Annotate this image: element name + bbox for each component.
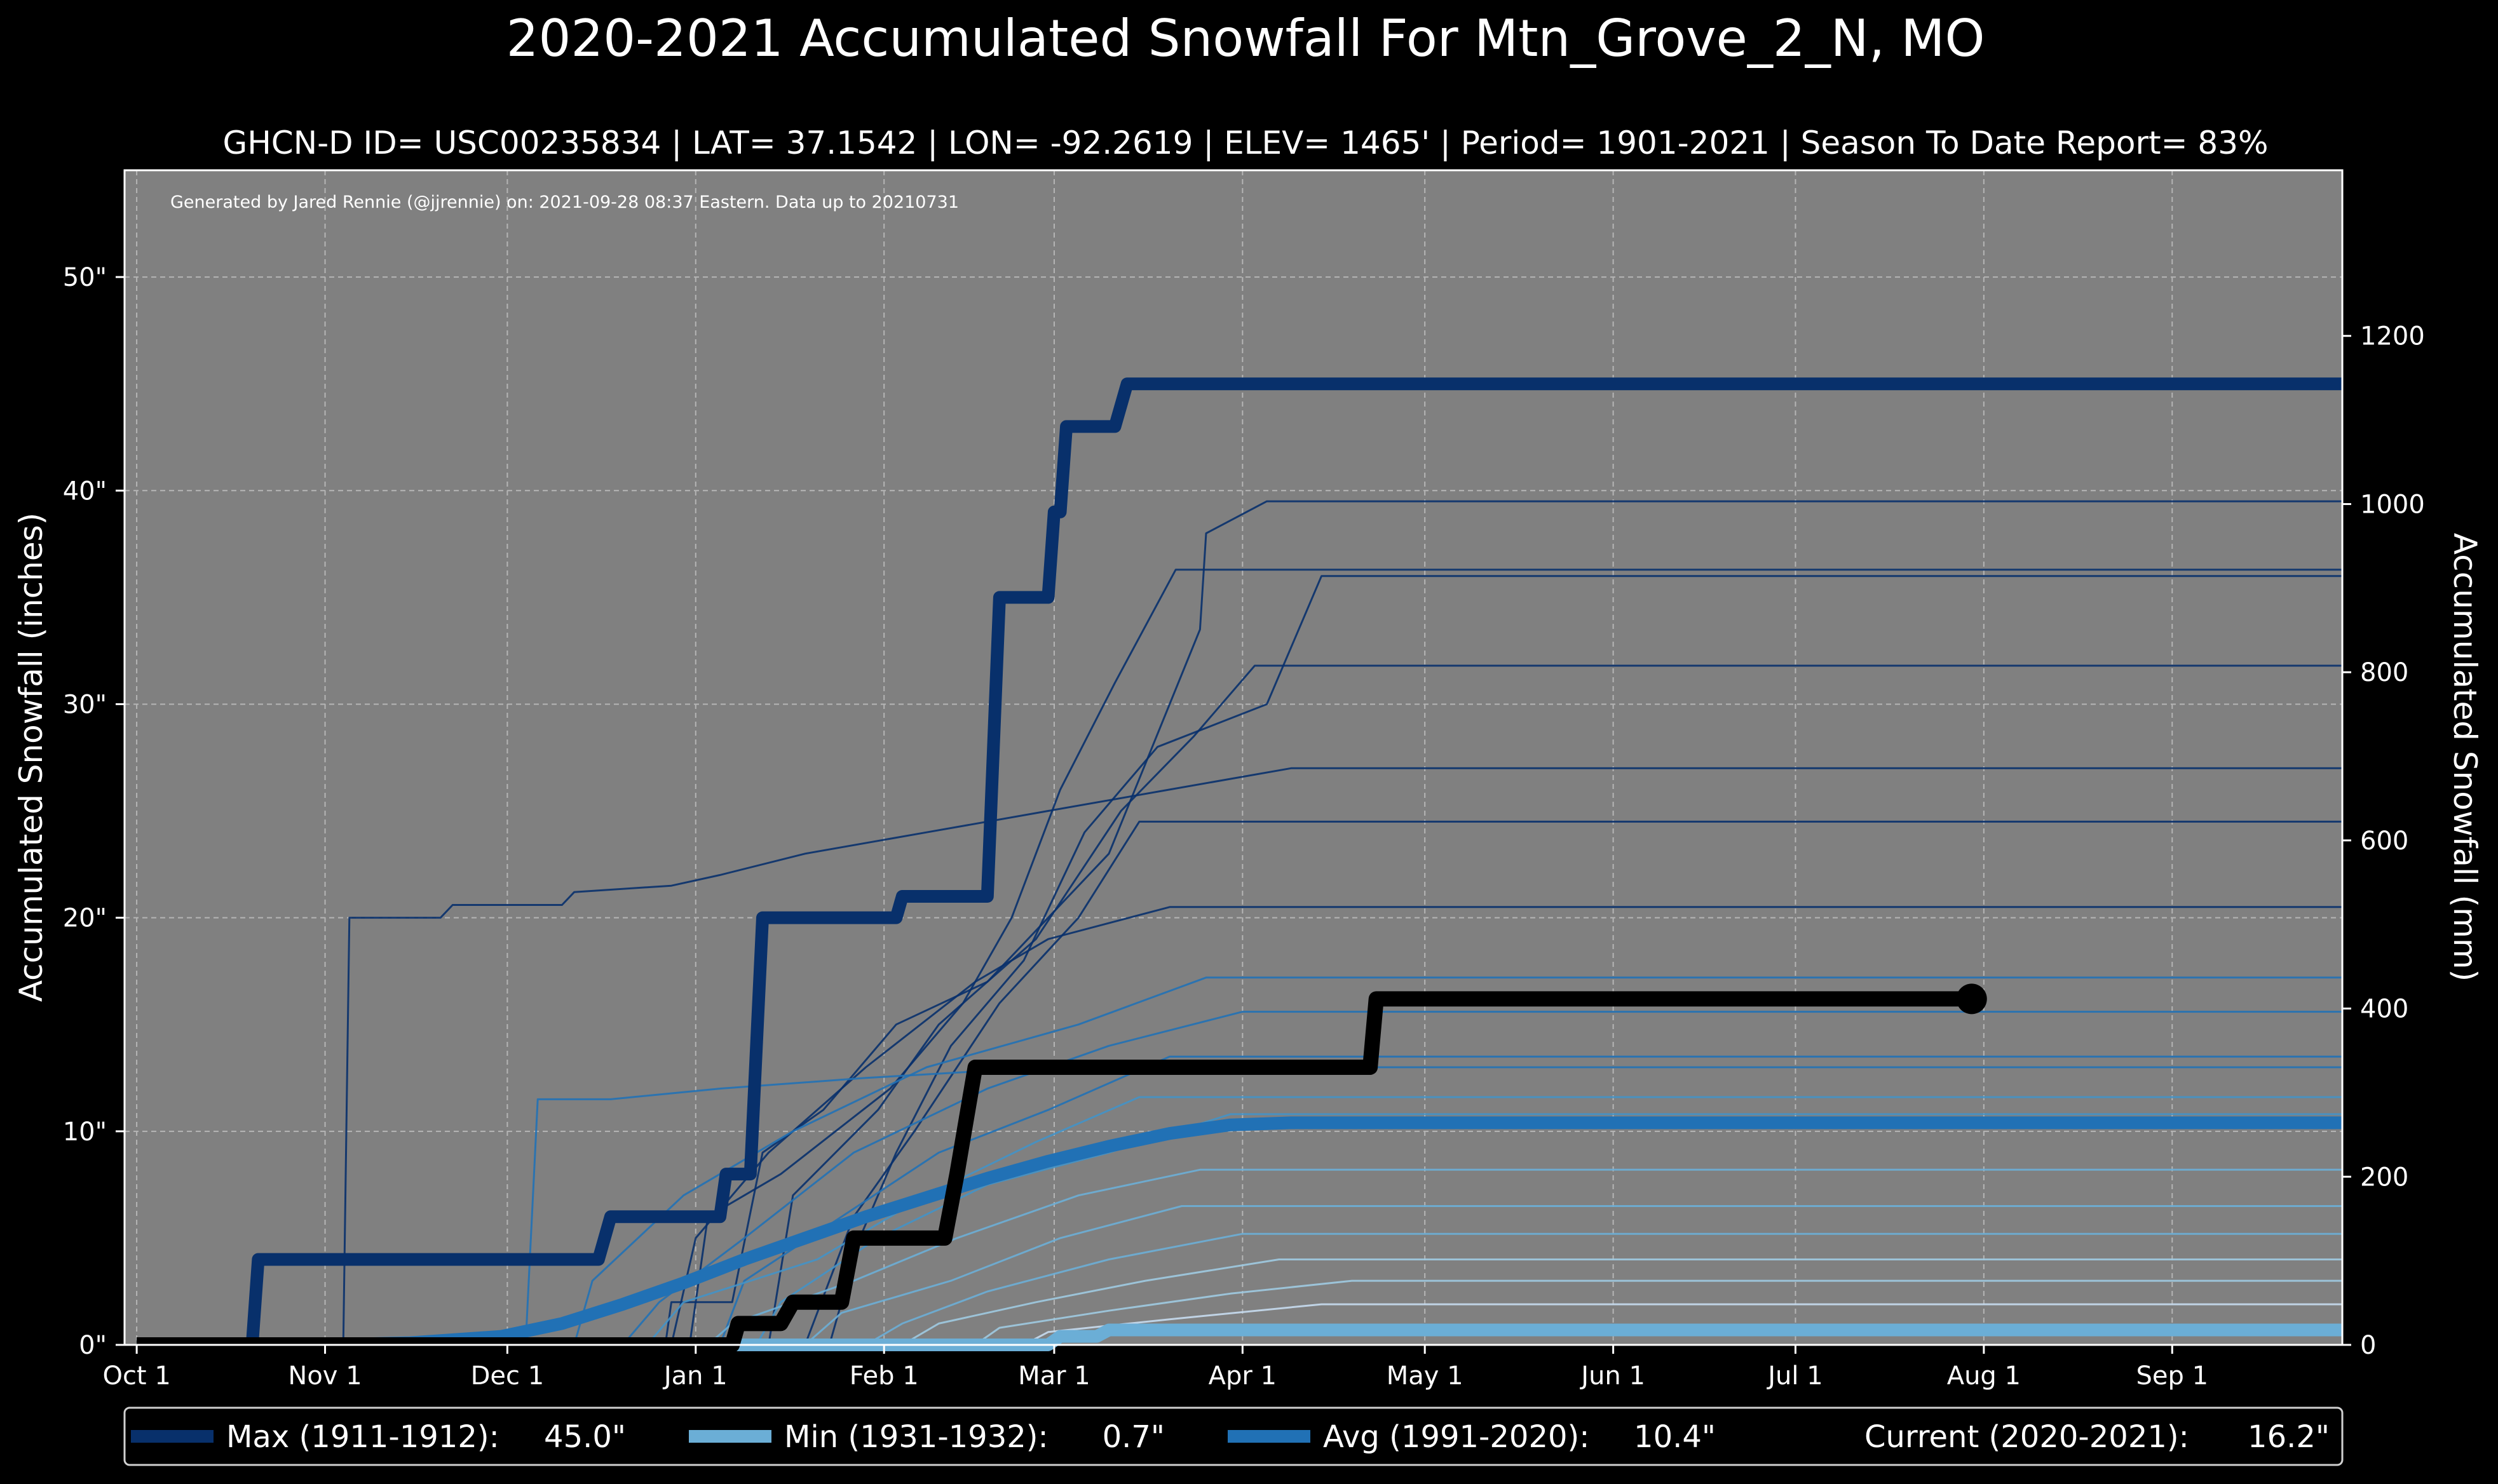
legend-value: 45.0": [544, 1419, 626, 1455]
y-tick-label: 20": [63, 904, 107, 933]
legend-value: 16.2": [2248, 1419, 2330, 1455]
legend: Max (1911-1912): 45.0" Min (1931-1932): 0.7…: [123, 1406, 2344, 1466]
plot-frame: [123, 169, 2344, 1346]
grid-lines: [125, 170, 2342, 1346]
x-tick-label: May 1: [1387, 1361, 1463, 1391]
y-axis-label: Accumulated Snowfall (inches): [13, 513, 50, 1002]
legend-value: 0.7": [1103, 1419, 1165, 1455]
y-right-tick-label: 200: [2360, 1163, 2408, 1192]
x-tick-label: Nov 1: [288, 1361, 362, 1391]
y-tick-label: 0": [79, 1331, 107, 1360]
season-line: [137, 1011, 2342, 1346]
chart-title: 2020-2021 Accumulated Snowfall For Mtn_G…: [506, 9, 1985, 68]
x-tick-label: Aug 1: [1947, 1361, 2021, 1391]
x-tick-label: Sep 1: [2136, 1361, 2208, 1391]
y-axis-left: 0" 10" 20" 30" 40" 50": [63, 263, 125, 1360]
x-axis: Oct 1 Nov 1 Dec 1 Jan 1 Feb 1 Mar 1 Apr 1 May 1…: [102, 1345, 2208, 1391]
y-right-tick-label: 1000: [2360, 490, 2425, 519]
x-tick-label: Jul 1: [1766, 1361, 1823, 1391]
series-line-current: [137, 991, 1972, 1352]
y-right-tick-label: 1200: [2360, 322, 2425, 351]
x-tick-label: Jun 1: [1579, 1361, 1645, 1391]
y-right-tick-label: 600: [2360, 826, 2408, 856]
x-tick-label: Feb 1: [850, 1361, 919, 1391]
y-right-tick-label: 800: [2360, 658, 2408, 687]
x-tick-label: Dec 1: [471, 1361, 545, 1391]
season-line: [137, 500, 2342, 1346]
series-line-max: [137, 377, 2342, 1351]
current-endpoint-marker: [1956, 983, 1987, 1015]
x-tick-label: Mar 1: [1018, 1361, 1090, 1391]
season-line: [137, 767, 2342, 1346]
season-line: [137, 906, 2342, 1346]
y-tick-label: 50": [63, 263, 107, 292]
y-right-tick-label: 400: [2360, 995, 2408, 1024]
x-tick-label: Apr 1: [1209, 1361, 1277, 1391]
y-tick-label: 40": [63, 476, 107, 506]
x-tick-label: Jan 1: [662, 1361, 728, 1391]
legend-label: Avg (1991-2020):: [1323, 1419, 1589, 1455]
y-tick-label: 30": [63, 690, 107, 719]
season-line: [137, 1113, 2342, 1346]
legend-label: Current (2020-2021):: [1864, 1419, 2189, 1455]
credit-text: Generated by Jared Rennie (@jjrennie) on…: [170, 192, 959, 212]
chart-subtitle: GHCN-D ID= USC00235834 | LAT= 37.1542 | …: [222, 125, 2268, 161]
season-line: [137, 820, 2342, 1346]
legend-label: Min (1931-1932):: [784, 1419, 1049, 1455]
plot-area: [125, 170, 2342, 1345]
legend-items: Max (1911-1912): 45.0" Min (1931-1932): 0.7…: [131, 1419, 2330, 1455]
y-right-tick-label: 0: [2360, 1331, 2376, 1360]
y-tick-label: 10": [63, 1117, 107, 1147]
legend-value: 10.4": [1634, 1419, 1716, 1455]
legend-label: Max (1911-1912):: [226, 1419, 499, 1455]
x-tick-label: Oct 1: [102, 1361, 170, 1391]
y-axis-right-label: Accumulated Snowfall (mm): [2447, 533, 2483, 981]
y-axis-right: 0 200 400 600 800 1000 1200: [2342, 322, 2425, 1360]
